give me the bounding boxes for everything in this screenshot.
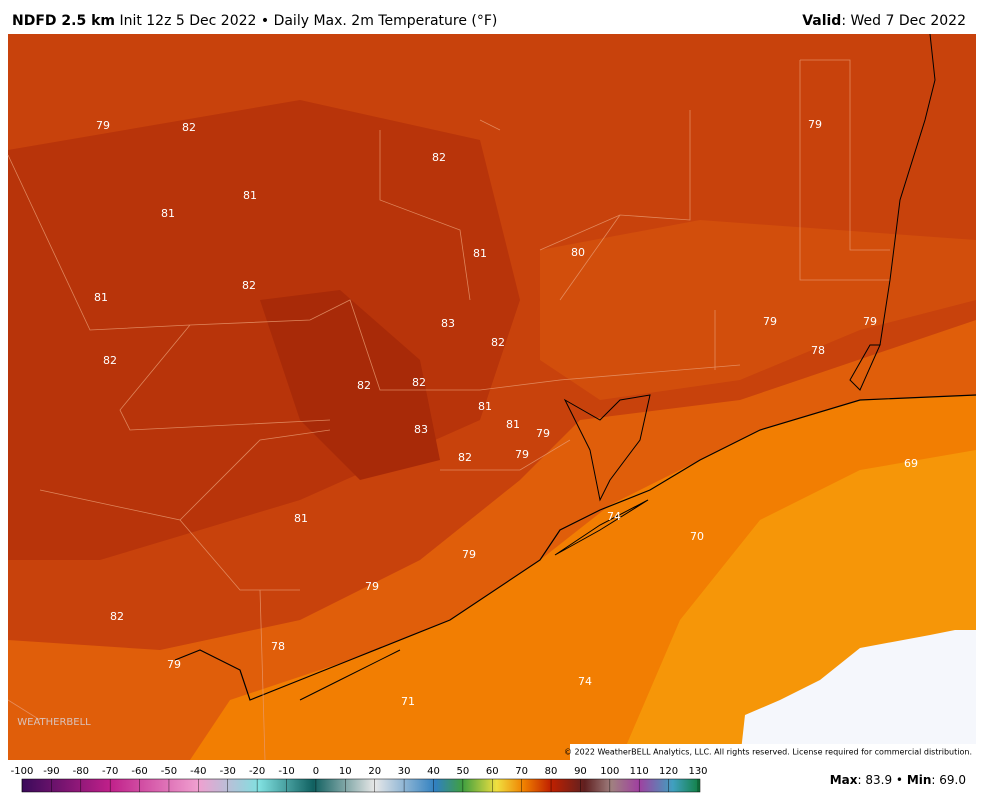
county-lines [7, 59, 890, 761]
value-label: 82 [491, 336, 505, 349]
colorbar-tick-label: 110 [630, 766, 649, 777]
valid-label: Valid [802, 13, 841, 29]
colorbar-tick-label: 30 [398, 766, 411, 777]
value-label: 70 [690, 530, 704, 543]
value-label: 81 [506, 418, 520, 431]
colorbar-tick-label: -90 [43, 766, 59, 777]
value-label: 79 [167, 658, 181, 671]
value-labels: 79 82 82 79 81 81 81 80 82 81 83 82 79 79 78 82 82 82 81 81… [94, 118, 918, 708]
value-label: 81 [243, 189, 257, 202]
min-label: Min [907, 773, 932, 787]
subtitle: Init 12z 5 Dec 2022 • Daily Max. 2m Temp… [119, 13, 497, 29]
valid-text: : Wed 7 Dec 2022 [841, 13, 966, 29]
value-label: 79 [96, 119, 110, 132]
bays [299, 344, 881, 701]
colorbar-tick-label: 40 [427, 766, 440, 777]
value-label: 69 [904, 457, 918, 470]
colorbar-tick-label: -30 [220, 766, 236, 777]
value-label: 79 [763, 315, 777, 328]
stats: Max: 83.9 • Min: 69.0 [830, 773, 966, 787]
colorbar-tick-label: 10 [339, 766, 352, 777]
value-label: 82 [412, 376, 426, 389]
value-label: 82 [182, 121, 196, 134]
header-left: NDFD 2.5 km Init 12z 5 Dec 2022 • Daily … [12, 13, 497, 29]
value-label: 81 [473, 247, 487, 260]
colorbar-tick-label: -10 [278, 766, 294, 777]
map: 79 82 82 79 81 81 81 80 82 81 83 82 79 79 78 82 82 82 81 81… [7, 33, 977, 761]
colorbar-tick-label: -20 [249, 766, 265, 777]
max-label: Max [830, 773, 858, 787]
cooler-area [540, 220, 976, 400]
value-label: 81 [94, 291, 108, 304]
value-label: 80 [571, 246, 585, 259]
colorbar-tick-label: 20 [368, 766, 381, 777]
value-label: 74 [578, 675, 592, 688]
value-label: 79 [536, 427, 550, 440]
colorbar-tick-label: -60 [131, 766, 147, 777]
value-label: 82 [458, 451, 472, 464]
coastline [174, 394, 977, 701]
colorbar-tick-label: 80 [545, 766, 558, 777]
colorbar-tick-label: 0 [313, 766, 319, 777]
copyright: © 2022 WeatherBELL Analytics, LLC. All r… [564, 748, 972, 757]
value-label: 81 [294, 512, 308, 525]
warmest-area [260, 290, 440, 480]
value-label: 79 [863, 315, 877, 328]
colorbar-tick-label: -40 [190, 766, 206, 777]
colorbar-tick-label: 50 [457, 766, 470, 777]
no-data [740, 630, 976, 760]
value-label: 74 [607, 510, 621, 523]
min-text: : 69.0 [931, 773, 966, 787]
colorbar-tick-label: 100 [600, 766, 619, 777]
value-label: 79 [462, 548, 476, 561]
colorbar-tick-label: 90 [574, 766, 587, 777]
colorbar-tick-label: -80 [73, 766, 89, 777]
value-label: 71 [401, 695, 415, 708]
copyright-box [570, 744, 976, 760]
colorbar-ticks: -100 -90 -80 -70 -60 -50 -40 -30 -20 -10 0 10 20 30 40… [11, 766, 708, 792]
max-text: : 83.9 • [858, 773, 903, 787]
value-label: 78 [811, 344, 825, 357]
value-label: 82 [432, 151, 446, 164]
value-label: 79 [515, 448, 529, 461]
colorbar-tick-label: -100 [11, 766, 34, 777]
value-label: 81 [161, 207, 175, 220]
value-label: 82 [357, 379, 371, 392]
value-label: 78 [271, 640, 285, 653]
colorbar-tick-label: 70 [515, 766, 528, 777]
value-label: 79 [808, 118, 822, 131]
colorbar [21, 778, 701, 793]
value-label: 81 [478, 400, 492, 413]
colorbar-tick-label: 130 [688, 766, 707, 777]
colorbar-tick-label: -50 [161, 766, 177, 777]
title: NDFD 2.5 km [12, 13, 115, 29]
colorbar-tick-label: -70 [102, 766, 118, 777]
colorbar-tick-label: 60 [486, 766, 499, 777]
logo: WEATHERBELL [17, 717, 91, 728]
state-border [879, 33, 936, 346]
value-label: 82 [242, 279, 256, 292]
colorbar-tick-label: 120 [659, 766, 678, 777]
value-label: 83 [441, 317, 455, 330]
header-right: Valid: Wed 7 Dec 2022 [802, 13, 966, 29]
value-label: 83 [414, 423, 428, 436]
value-label: 82 [110, 610, 124, 623]
value-label: 79 [365, 580, 379, 593]
value-label: 82 [103, 354, 117, 367]
